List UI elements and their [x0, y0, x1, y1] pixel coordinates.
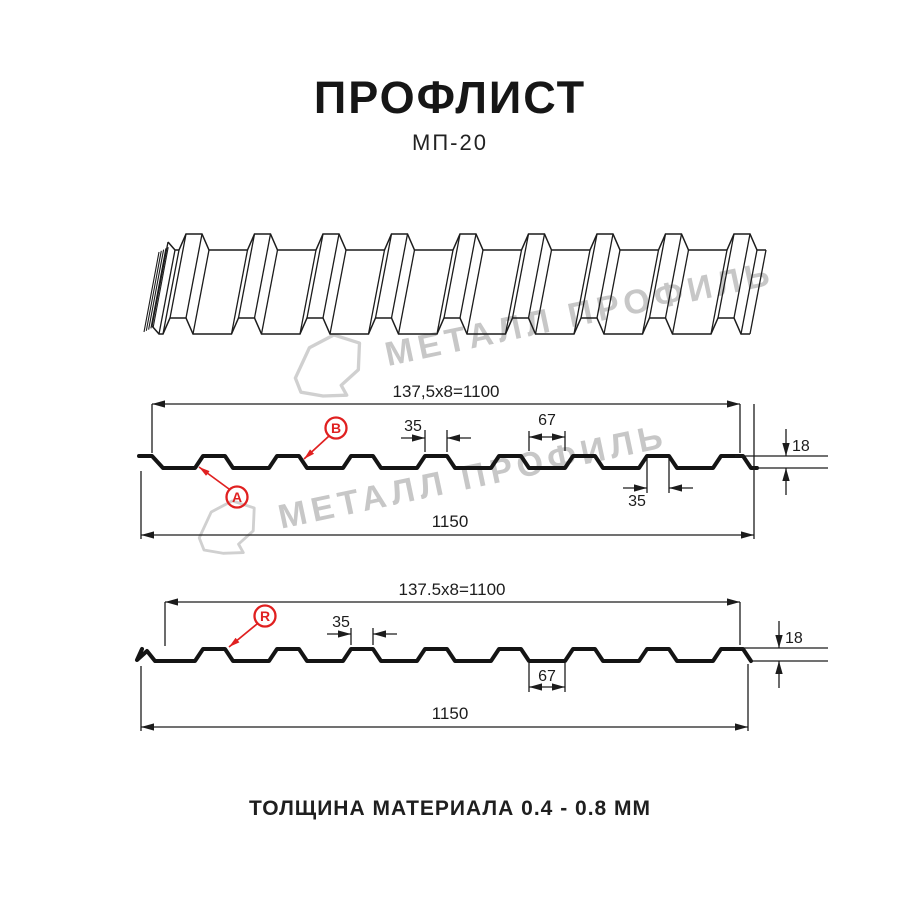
s1-height-dim: 18 — [792, 438, 810, 455]
sheet-3d-line — [299, 249, 317, 335]
s1-label-a: A — [232, 489, 242, 505]
sheet-3d-line — [436, 249, 454, 335]
sheet-3d-line — [143, 251, 160, 333]
sheet-3d-line — [151, 241, 169, 327]
s2-label-r: R — [260, 608, 270, 624]
sheet-3d-line — [158, 249, 176, 335]
sheet-3d-line — [671, 249, 690, 335]
sheet-3d-line — [603, 249, 621, 335]
sheet-3d-line — [749, 249, 767, 335]
sheet-3d-line — [367, 249, 386, 335]
sheet-3d-line — [148, 249, 165, 330]
cross-section-2: 137.5x8=1100 35 67 18 1150 — [135, 580, 828, 731]
sheet-3d-line — [167, 233, 766, 251]
sheet-3d-line — [733, 233, 751, 319]
sheet-3d-line — [192, 249, 210, 335]
sheet-3d-line — [150, 248, 167, 329]
sheet-3d-line — [329, 249, 347, 335]
sheet-3d-line — [443, 233, 461, 319]
sheet-3d-line — [185, 233, 203, 319]
sheet-3d-line — [145, 250, 162, 331]
sheet-3d-line — [152, 247, 169, 328]
sheet-3d-line — [169, 233, 187, 319]
s1-valley-dim: 67 — [538, 412, 556, 429]
cross-section-1: 137,5x8=1100 35 67 35 18 — [137, 382, 828, 539]
sheet-3d-line — [322, 233, 340, 319]
sheet-3d-line — [596, 233, 614, 319]
sheet-3d-line — [374, 233, 393, 319]
sheet-3d-line — [260, 249, 279, 335]
s1-coverage-dim: 137,5x8=1100 — [393, 382, 500, 401]
sheet-3d-line — [534, 249, 553, 335]
sheet-3d-line — [306, 233, 324, 319]
sheet-3d-line — [717, 233, 735, 319]
sheet-3d-line — [151, 317, 750, 335]
s1-overall-dim: 1150 — [432, 512, 469, 531]
page-title: ПРОФЛИСТ — [313, 72, 587, 123]
sheet-3d-line — [648, 233, 667, 319]
sheet-3d-line — [459, 233, 477, 319]
sheet-3d-line — [511, 233, 530, 319]
profile-outline — [137, 454, 759, 470]
sheet-3d-line — [573, 249, 591, 335]
material-thickness-note: ТОЛЩИНА МАТЕРИАЛА 0.4 - 0.8 ММ — [248, 797, 652, 820]
s2-rib-top-dim: 35 — [332, 614, 350, 631]
s1-rib-top-lower-dim: 35 — [628, 493, 646, 510]
sheet-3d-line — [527, 233, 546, 319]
sheet-3d-line — [504, 249, 523, 335]
s2-height-dim: 18 — [785, 630, 803, 647]
sheet-3d-line — [230, 249, 249, 335]
sheet-3d-line — [253, 233, 272, 319]
sheet-3d-line — [397, 249, 416, 335]
sheet-3d-line — [580, 233, 598, 319]
profile-outline — [135, 647, 753, 663]
sheet-3d-line — [641, 249, 660, 335]
s2-valley-dim: 67 — [538, 668, 556, 685]
sheet-3d-line — [390, 233, 409, 319]
sheet-3d-line — [237, 233, 256, 319]
s2-coverage-dim: 137.5x8=1100 — [399, 580, 506, 599]
s2-overall-dim: 1150 — [432, 704, 469, 723]
sheet-3d-line — [710, 249, 728, 335]
sheet-3d-view — [143, 233, 767, 335]
sheet-3d-line — [664, 233, 683, 319]
sheet-3d-line — [162, 249, 180, 335]
profile-model-subtitle: МП-20 — [412, 130, 488, 155]
s1-label-b: B — [331, 420, 341, 436]
sheet-3d-line — [740, 249, 758, 335]
s1-rib-top-dim: 35 — [404, 418, 422, 435]
sheet-3d-line — [466, 249, 484, 335]
